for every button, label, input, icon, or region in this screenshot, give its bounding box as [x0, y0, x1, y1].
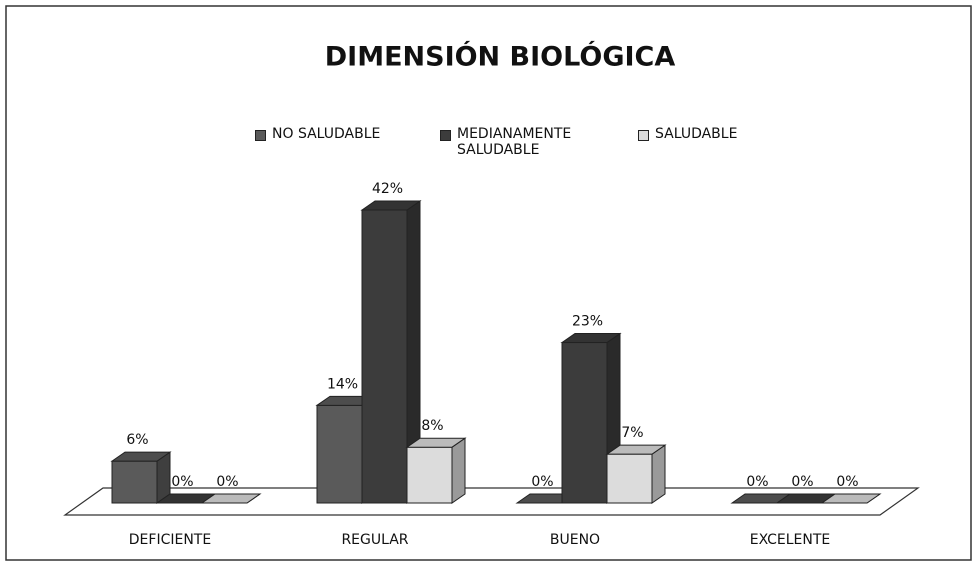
data-label: 0%	[836, 474, 858, 490]
data-label: 0%	[791, 474, 813, 490]
data-label: 23%	[572, 314, 603, 330]
bar-top	[820, 493, 882, 504]
legend-item: MEDIANAMENTE SALUDABLE	[440, 126, 607, 158]
bar-top	[110, 451, 172, 462]
bar	[111, 460, 158, 504]
bar-top	[360, 200, 422, 211]
data-label: 42%	[372, 181, 403, 197]
data-label: 7%	[621, 425, 643, 441]
x-tick-label: BUENO	[550, 532, 600, 548]
data-label: 8%	[421, 418, 443, 434]
bar	[361, 209, 408, 504]
bar-top	[200, 493, 262, 504]
legend-label: SALUDABLE	[655, 126, 738, 142]
data-label: 0%	[216, 474, 238, 490]
legend-item: SALUDABLE	[638, 126, 737, 142]
data-label: 0%	[531, 474, 553, 490]
chart-title: DIMENSIÓN BIOLÓGICA	[325, 41, 676, 73]
data-label: 0%	[171, 474, 193, 490]
data-label: 0%	[746, 474, 768, 490]
bar	[606, 453, 653, 504]
bar-top	[560, 333, 622, 344]
bar	[406, 446, 453, 504]
data-label: 6%	[126, 432, 148, 448]
bar-side	[451, 437, 466, 504]
legend-label: MEDIANAMENTE SALUDABLE	[457, 126, 572, 158]
bar-top	[405, 437, 467, 448]
bar-side	[651, 444, 666, 504]
legend-label: NO SALUDABLE	[272, 126, 381, 142]
data-label: 14%	[327, 376, 358, 392]
bar	[316, 404, 363, 504]
legend-swatch	[638, 130, 649, 141]
floor	[63, 487, 920, 516]
bar-top	[605, 444, 667, 455]
x-tick-label: EXCELENTE	[750, 532, 831, 548]
bar	[561, 342, 608, 504]
legend-item: NO SALUDABLE	[255, 126, 380, 142]
x-tick-label: DEFICIENTE	[129, 532, 211, 548]
x-tick-label: REGULAR	[341, 532, 408, 548]
legend-swatch	[255, 130, 266, 141]
legend-swatch	[440, 130, 451, 141]
